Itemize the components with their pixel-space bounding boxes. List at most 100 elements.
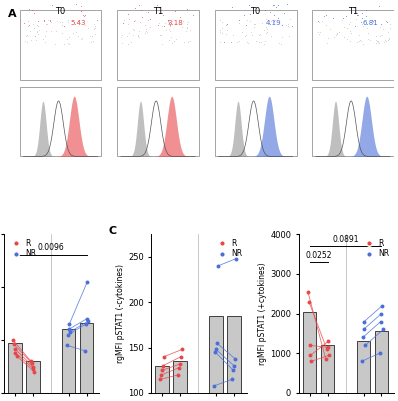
Point xyxy=(305,289,311,295)
Point xyxy=(308,358,315,365)
Point xyxy=(360,334,366,340)
Point xyxy=(232,255,239,262)
Text: T1: T1 xyxy=(348,7,358,16)
Text: 4.19: 4.19 xyxy=(265,20,281,26)
Bar xyxy=(375,332,388,393)
Legend: R, NR: R, NR xyxy=(6,236,39,261)
Point xyxy=(377,350,383,356)
Text: T1: T1 xyxy=(153,7,163,16)
Point xyxy=(324,346,330,352)
Text: 3.18: 3.18 xyxy=(168,20,183,26)
FancyBboxPatch shape xyxy=(215,87,297,156)
Point xyxy=(306,298,312,305)
Text: 0.0252: 0.0252 xyxy=(305,251,332,260)
Point xyxy=(161,354,167,360)
Bar xyxy=(303,312,316,393)
Point xyxy=(82,347,88,354)
Bar xyxy=(155,366,169,401)
Bar xyxy=(209,316,223,401)
Point xyxy=(213,346,219,352)
Legend: R, NR: R, NR xyxy=(211,236,245,261)
Point xyxy=(178,354,184,360)
FancyBboxPatch shape xyxy=(117,10,199,80)
Point xyxy=(324,344,331,350)
Point xyxy=(362,342,369,348)
Point xyxy=(83,321,89,327)
Point xyxy=(158,372,165,378)
Bar xyxy=(321,345,334,393)
Point xyxy=(326,352,333,358)
Text: NR: NR xyxy=(300,0,316,1)
Point xyxy=(66,321,72,327)
Point xyxy=(157,376,164,383)
Point xyxy=(215,263,221,269)
Point xyxy=(211,383,217,389)
Point xyxy=(214,340,220,346)
FancyBboxPatch shape xyxy=(117,87,199,156)
Point xyxy=(232,355,238,362)
Text: 0.0891: 0.0891 xyxy=(332,235,359,244)
Point xyxy=(160,363,166,369)
Point xyxy=(29,360,35,367)
Bar xyxy=(62,330,75,393)
Y-axis label: rgMFI pSTAT1 (+cytokines): rgMFI pSTAT1 (+cytokines) xyxy=(258,262,267,365)
Point xyxy=(231,363,237,369)
Bar xyxy=(8,343,21,393)
Point xyxy=(64,342,70,348)
Point xyxy=(67,328,74,335)
FancyBboxPatch shape xyxy=(215,10,297,80)
Point xyxy=(12,345,18,352)
Y-axis label: rgMFI pSTAT1 (-cytokines): rgMFI pSTAT1 (-cytokines) xyxy=(116,264,125,363)
Text: 0.0096: 0.0096 xyxy=(37,243,64,252)
Point xyxy=(378,310,384,317)
Point xyxy=(360,326,367,333)
FancyBboxPatch shape xyxy=(20,87,101,156)
Text: T0: T0 xyxy=(55,7,66,16)
Bar xyxy=(174,361,187,401)
Point xyxy=(380,326,386,333)
Point xyxy=(179,346,185,352)
Point xyxy=(230,367,236,373)
Point xyxy=(65,332,71,338)
Point xyxy=(84,279,90,285)
Text: C: C xyxy=(109,226,117,236)
Bar xyxy=(227,316,241,401)
Point xyxy=(12,350,19,356)
Point xyxy=(176,365,183,371)
Point xyxy=(29,363,36,370)
Point xyxy=(159,367,166,373)
Text: 5.43: 5.43 xyxy=(70,20,86,26)
Bar xyxy=(26,361,39,393)
Point xyxy=(65,326,72,333)
Point xyxy=(28,358,34,365)
Point xyxy=(212,349,219,355)
Point xyxy=(307,352,314,358)
Point xyxy=(14,353,20,359)
Point xyxy=(30,365,37,372)
Bar xyxy=(80,323,94,393)
Text: T0: T0 xyxy=(250,7,261,16)
Point xyxy=(229,376,235,383)
Point xyxy=(378,318,384,325)
Point xyxy=(177,361,183,367)
Point xyxy=(325,338,332,344)
Text: 6.81: 6.81 xyxy=(363,20,378,26)
Text: A: A xyxy=(8,9,16,19)
Legend: R, NR: R, NR xyxy=(359,236,392,261)
Point xyxy=(359,358,365,365)
Point xyxy=(361,318,367,325)
Point xyxy=(175,372,181,378)
Point xyxy=(379,302,385,309)
Point xyxy=(83,316,90,322)
Point xyxy=(85,318,92,324)
Bar xyxy=(357,341,370,393)
FancyBboxPatch shape xyxy=(20,10,101,80)
FancyBboxPatch shape xyxy=(312,87,394,156)
Point xyxy=(31,369,38,375)
Point xyxy=(306,342,313,348)
Point xyxy=(323,356,329,363)
FancyBboxPatch shape xyxy=(312,10,394,80)
Point xyxy=(10,337,16,343)
Text: R: R xyxy=(109,0,117,1)
Point xyxy=(11,341,17,348)
